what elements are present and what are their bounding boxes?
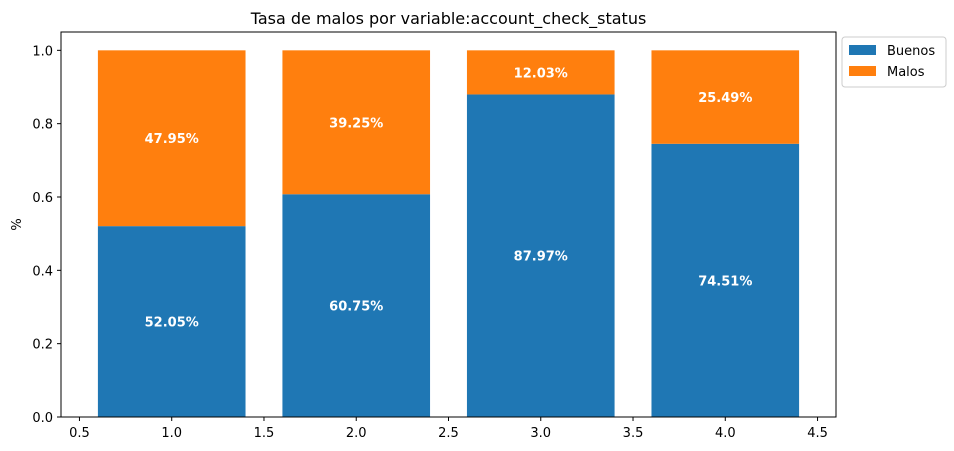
bar-label-malos-2: 39.25% [329, 116, 383, 131]
bar-buenos-4 [651, 143, 800, 417]
legend: Buenos Malos [841, 36, 947, 88]
y-tick-label: 0.8 [32, 118, 53, 133]
bar-label-malos-3: 12.03% [514, 66, 568, 81]
legend-swatch-malos [849, 66, 876, 76]
bar-label-buenos-2: 60.75% [329, 300, 383, 315]
bar-malos-3 [466, 50, 615, 95]
bar-label-buenos-1: 52.05% [145, 316, 199, 331]
bar-labels-layer: 52.05% 47.95% 60.75% 39.25% 87.97% 12.03% 74.5… [145, 66, 753, 330]
legend-label-buenos: Buenos [887, 44, 935, 59]
bar-buenos-1 [97, 226, 246, 417]
y-tick-label: 0.0 [32, 411, 53, 426]
x-tick-label: 1.0 [161, 426, 182, 441]
x-tick-label: 3.5 [623, 426, 644, 441]
x-tick-label: 3.0 [530, 426, 551, 441]
bar-label-malos-4: 25.49% [698, 91, 752, 106]
x-tick-label: 4.5 [807, 426, 828, 441]
bar-buenos-2 [282, 194, 431, 417]
bar-label-buenos-3: 87.97% [514, 250, 568, 265]
bar-buenos-3 [466, 94, 615, 418]
bar-malos-4 [651, 50, 800, 144]
x-tick-label: 2.0 [346, 426, 367, 441]
x-tick-label: 1.5 [254, 426, 275, 441]
y-tick-label: 0.4 [32, 264, 53, 279]
y-axis-label: % [10, 218, 25, 230]
bar-label-malos-1: 47.95% [145, 132, 199, 147]
bars-layer [97, 50, 800, 418]
x-tick-label: 0.5 [69, 426, 90, 441]
y-tick-label: 0.6 [32, 191, 53, 206]
axes-layer: 0.5 1.0 1.5 2.0 2.5 3.0 3.5 4.0 4.5 0.0 0.2 0.4 0.6 0… [32, 31, 837, 441]
chart-title: Tasa de malos por variable:account_check… [250, 9, 647, 29]
bar-malos-2 [282, 50, 431, 195]
x-tick-label: 2.5 [438, 426, 459, 441]
bar-malos-1 [97, 50, 246, 227]
y-tick-label: 0.2 [32, 338, 53, 353]
legend-label-malos: Malos [887, 65, 925, 80]
y-tick-label: 1.0 [32, 44, 53, 59]
legend-swatch-buenos [849, 45, 876, 55]
bar-label-buenos-4: 74.51% [698, 274, 752, 289]
x-tick-label: 4.0 [715, 426, 736, 441]
